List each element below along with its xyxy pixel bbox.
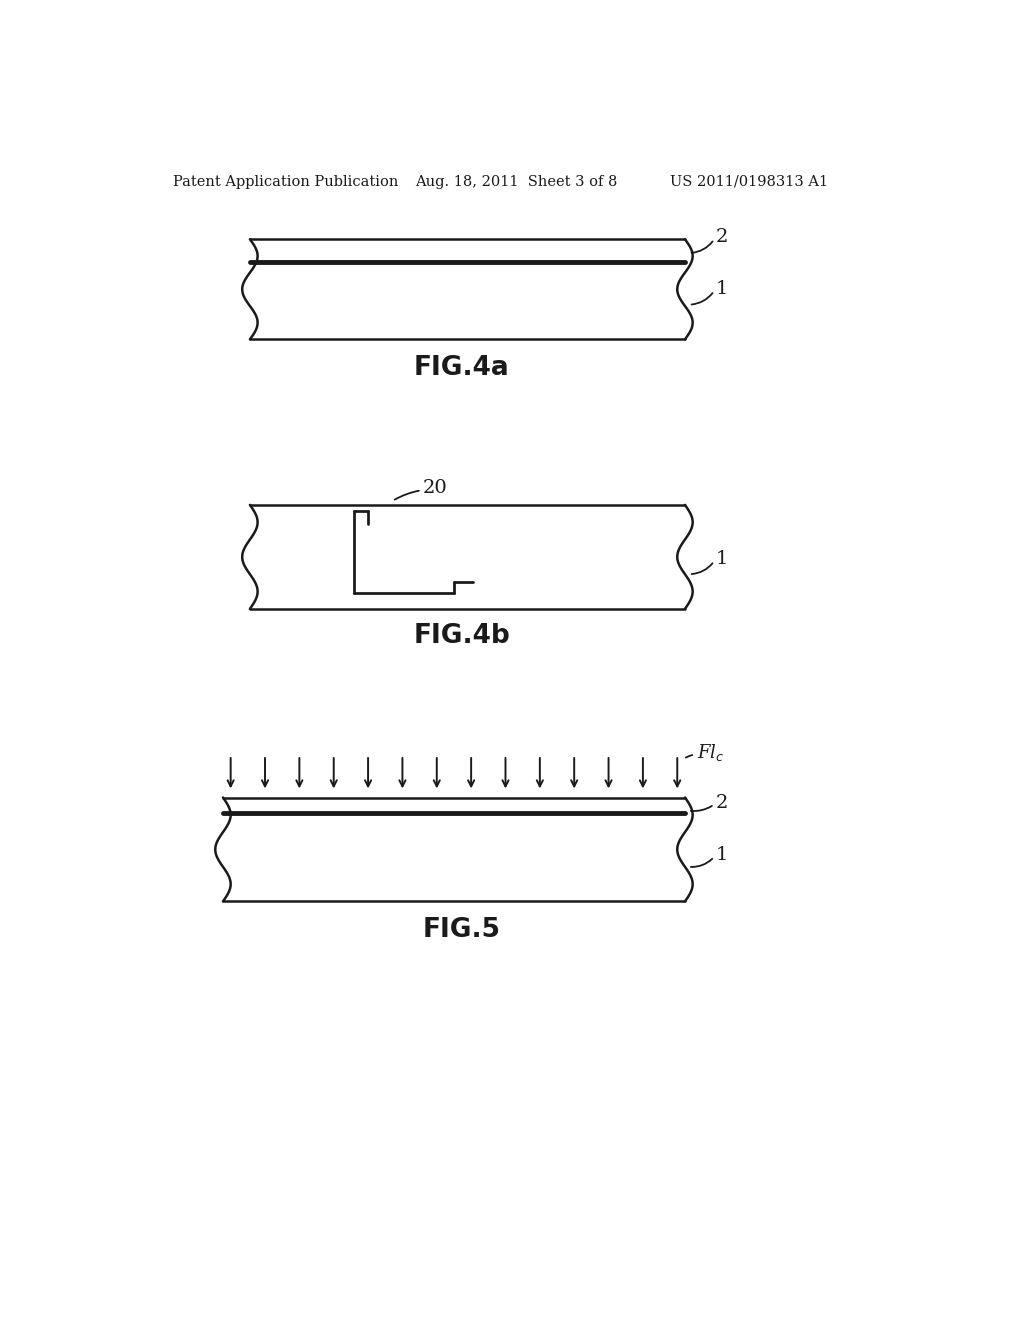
Text: 1: 1	[716, 846, 728, 865]
Text: Aug. 18, 2011  Sheet 3 of 8: Aug. 18, 2011 Sheet 3 of 8	[416, 174, 617, 189]
Text: 2: 2	[716, 228, 728, 246]
Text: 20: 20	[423, 479, 447, 496]
Text: FIG.5: FIG.5	[423, 917, 501, 942]
Text: 1: 1	[716, 280, 728, 298]
Text: US 2011/0198313 A1: US 2011/0198313 A1	[670, 174, 827, 189]
Text: Patent Application Publication: Patent Application Publication	[173, 174, 398, 189]
Text: Fl$_c$: Fl$_c$	[696, 742, 724, 763]
Text: FIG.4b: FIG.4b	[414, 623, 510, 649]
Text: 2: 2	[716, 793, 728, 812]
Text: 1: 1	[716, 550, 728, 568]
Text: FIG.4a: FIG.4a	[414, 355, 510, 381]
